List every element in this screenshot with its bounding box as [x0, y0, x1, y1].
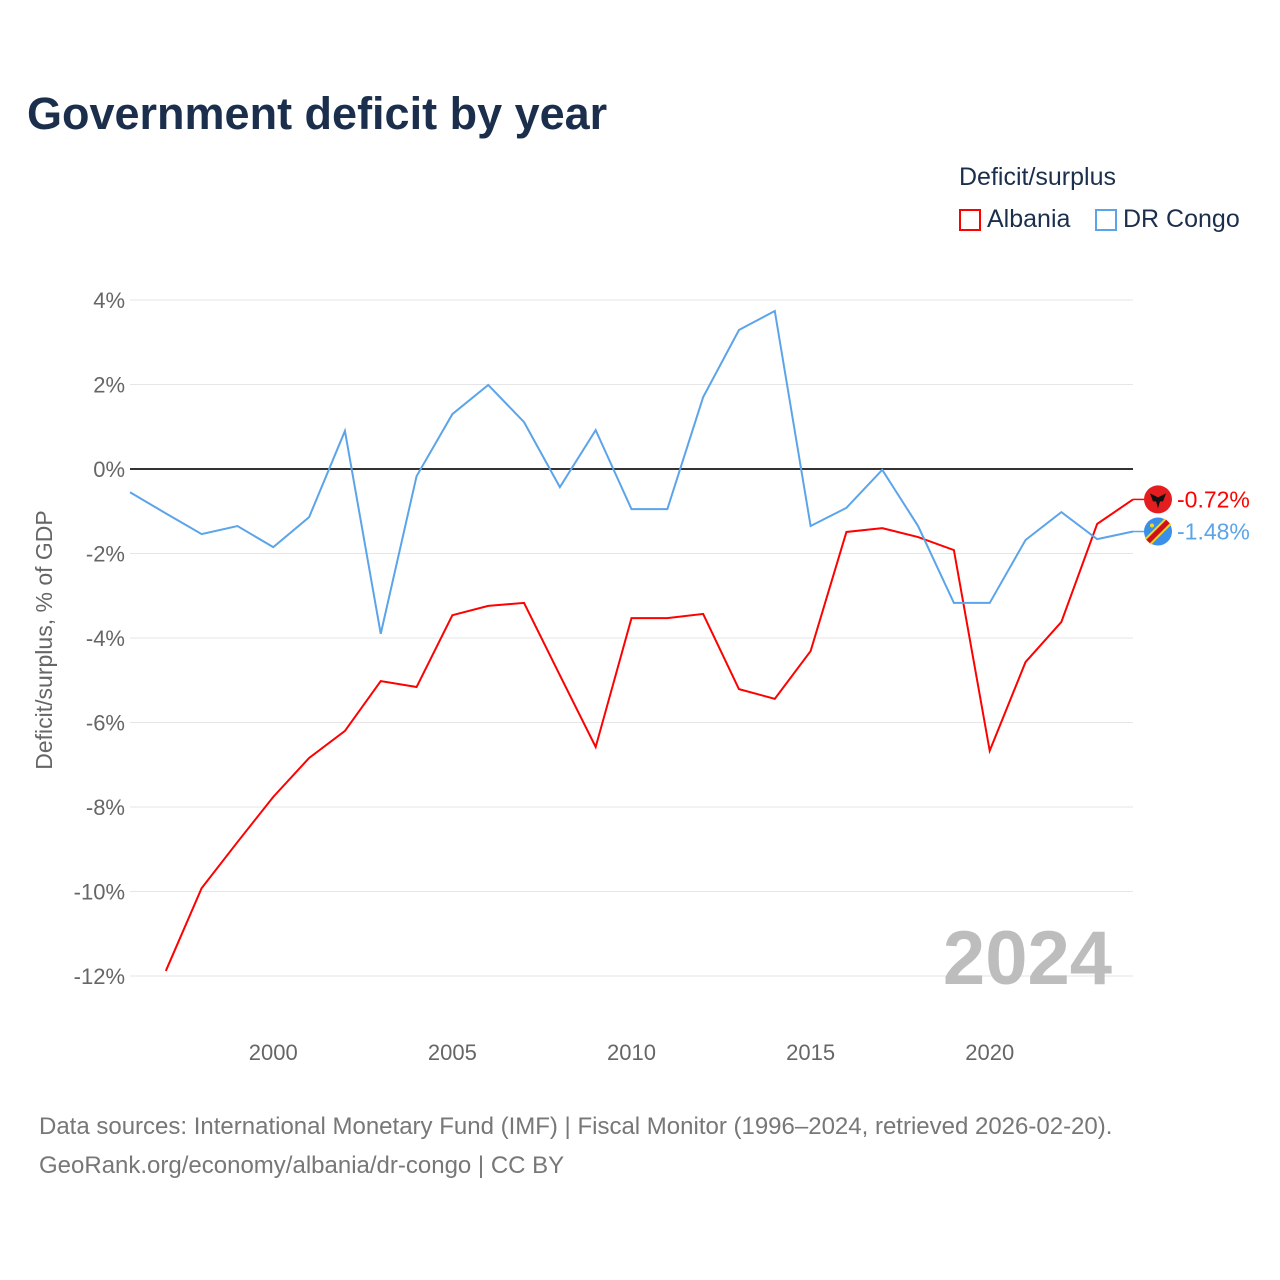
- y-tick-label: -4%: [86, 626, 125, 651]
- legend-swatch-dr-congo: [1095, 208, 1117, 231]
- legend-item-dr-congo[interactable]: DR Congo: [1095, 205, 1240, 234]
- end-value-label-dr-congo: -1.48%: [1177, 519, 1250, 545]
- y-tick-label: 0%: [93, 457, 125, 482]
- x-tick-label: 2015: [786, 1040, 835, 1065]
- flag-icon-dr-congo: [1144, 517, 1172, 546]
- year-watermark: 2024: [943, 916, 1112, 1001]
- y-tick-label: -8%: [86, 795, 125, 820]
- flag-drc-star: [1150, 523, 1154, 528]
- legend-swatch-albania: [959, 208, 981, 231]
- legend-item-albania[interactable]: Albania: [959, 205, 1070, 234]
- flag-albania-eagle: [1150, 493, 1166, 509]
- x-tick-label: 2010: [607, 1040, 656, 1065]
- source-note: Data sources: International Monetary Fun…: [39, 1107, 1112, 1185]
- flag-drc-stripe-red: [1146, 519, 1170, 544]
- x-tick-label: 2020: [965, 1040, 1014, 1065]
- source-line-2[interactable]: GeoRank.org/economy/albania/dr-congo | C…: [39, 1152, 565, 1179]
- legend-title: Deficit/surplus: [959, 163, 1116, 191]
- y-tick-label: -12%: [74, 964, 125, 989]
- y-axis-label: Deficit/surplus, % of GDP: [31, 510, 57, 769]
- y-tick-label: 4%: [93, 288, 125, 313]
- y-tick-label: -2%: [86, 542, 125, 567]
- chart-title: Government deficit by year: [27, 88, 608, 139]
- source-line-1: Data sources: International Monetary Fun…: [39, 1113, 1113, 1140]
- y-tick-label: -6%: [86, 711, 125, 736]
- y-tick-label: -10%: [74, 880, 125, 905]
- series-line-dr-congo: [129, 309, 1134, 634]
- end-value-label-albania: -0.72%: [1177, 486, 1250, 512]
- x-tick-label: 2000: [249, 1040, 298, 1065]
- y-tick-label: 2%: [93, 373, 125, 398]
- series-line-albania: [164, 498, 1134, 972]
- legend-label-albania: Albania: [987, 205, 1071, 233]
- x-tick-label: 2005: [428, 1040, 477, 1065]
- flag-icon-albania: [1144, 485, 1172, 514]
- legend-label-dr-congo: DR Congo: [1123, 205, 1240, 233]
